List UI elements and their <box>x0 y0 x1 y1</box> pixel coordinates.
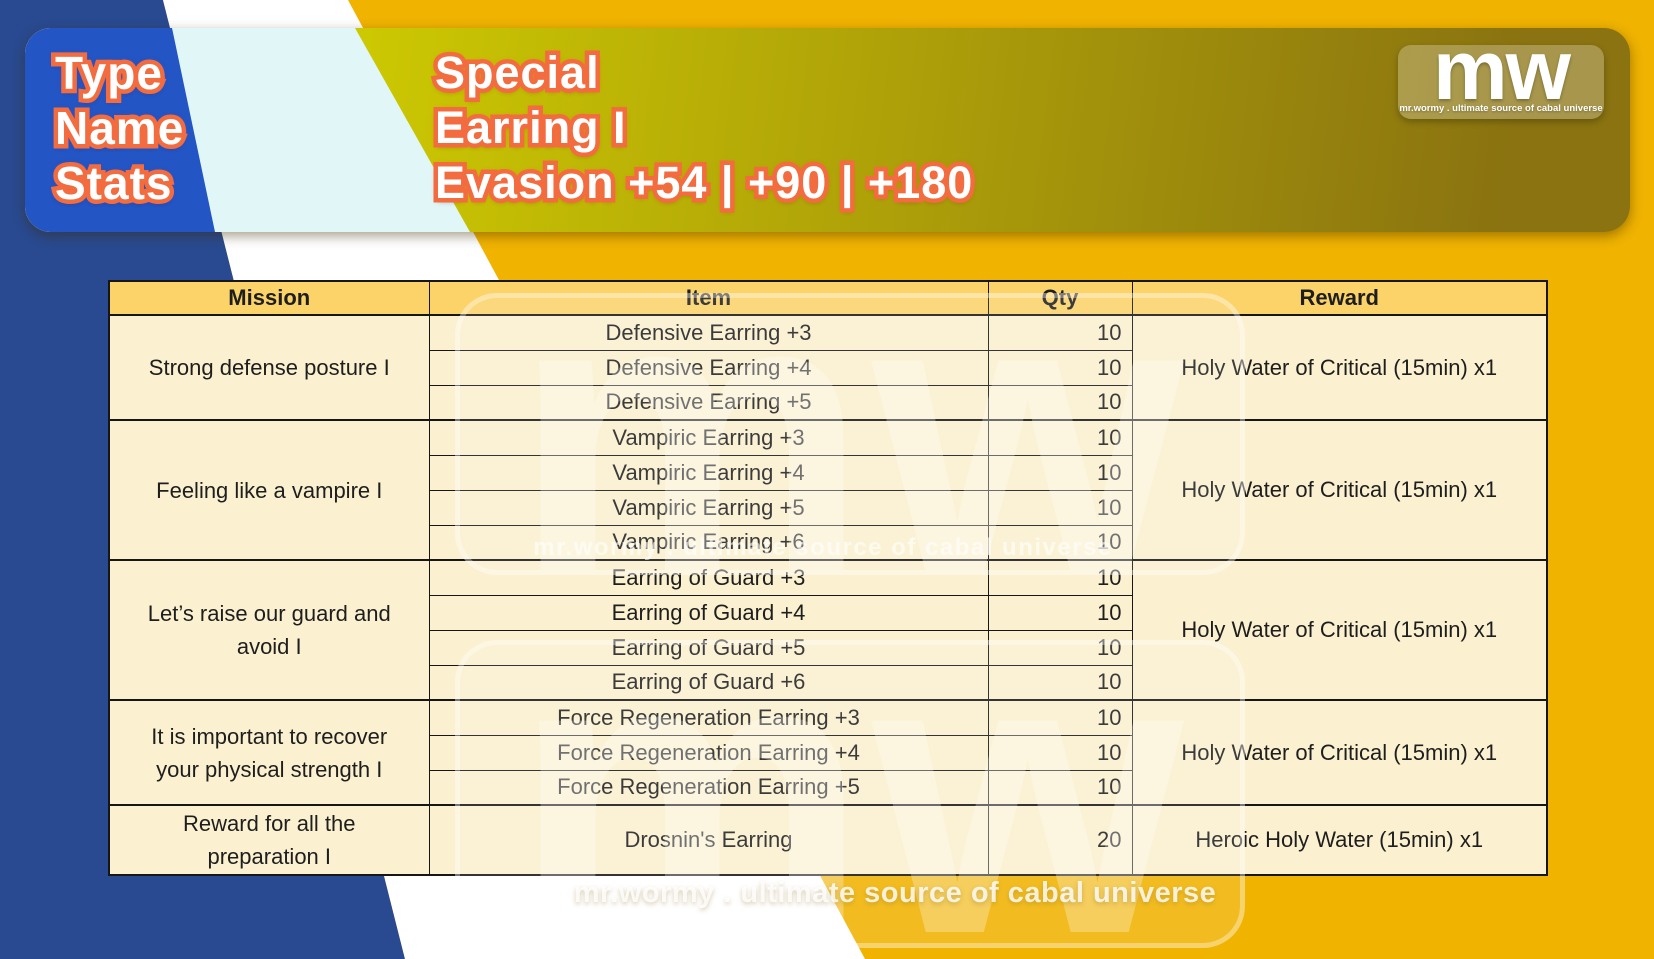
qty-cell: 10 <box>987 734 1133 771</box>
mw-logo-icon: mw <box>1432 28 1571 117</box>
col-header-reward: Reward <box>1131 280 1548 316</box>
item-cell: Drosnin's Earring <box>428 804 989 876</box>
reward-cell: Holy Water of Critical (15min) x1 <box>1131 314 1548 421</box>
item-cell: Earring of Guard +4 <box>428 594 989 631</box>
mw-logo-tagline: mr.wormy . ultimate source of cabal univ… <box>1399 103 1603 114</box>
header-banner: Type Name Stats Special Earring I Evasio… <box>25 28 1630 232</box>
mission-cell: Let’s raise our guard and avoid I <box>108 559 430 701</box>
qty-cell: 10 <box>987 454 1133 491</box>
qty-cell: 10 <box>987 384 1133 421</box>
item-cell: Force Regeneration Earring +4 <box>428 734 989 771</box>
table-row: Vampiric Earring +4 10 <box>109 454 1547 491</box>
qty-cell: 10 <box>987 559 1133 596</box>
reward-cell: Holy Water of Critical (15min) x1 <box>1131 419 1548 561</box>
qty-cell: 10 <box>987 524 1133 561</box>
banner-left-title: Type Name Stats <box>55 46 185 211</box>
item-cell: Earring of Guard +6 <box>428 664 989 701</box>
item-cell: Force Regeneration Earring +5 <box>428 769 989 806</box>
reward-cell: Holy Water of Critical (15min) x1 <box>1131 559 1548 701</box>
qty-cell: 10 <box>987 664 1133 701</box>
table-row: Vampiric Earring +5 10 <box>109 489 1547 526</box>
item-cell: Defensive Earring +5 <box>428 384 989 421</box>
qty-cell: 10 <box>987 769 1133 806</box>
item-cell: Vampiric Earring +5 <box>428 489 989 526</box>
qty-cell: 10 <box>987 419 1133 456</box>
item-cell: Earring of Guard +3 <box>428 559 989 596</box>
mission-cell: Strong defense posture I <box>108 314 430 421</box>
mission-cell: It is important to recover your physical… <box>108 699 430 806</box>
item-cell: Vampiric Earring +6 <box>428 524 989 561</box>
mission-cell: Feeling like a vampire I <box>108 419 430 561</box>
banner-label-type: Type <box>55 46 184 101</box>
table-header-row: Mission Item Qty Reward <box>108 280 1548 316</box>
reward-cell: Heroic Holy Water (15min) x1 <box>1131 804 1548 876</box>
banner-type-value: Special <box>435 45 973 100</box>
col-header-item: Item <box>428 280 989 316</box>
mw-logo-box: mw mr.wormy . ultimate source of cabal u… <box>1398 28 1604 119</box>
qty-cell: 10 <box>987 699 1133 736</box>
banner-stats-value: Evasion +54 | +90 | +180 <box>435 155 974 210</box>
item-cell: Vampiric Earring +4 <box>428 454 989 491</box>
table-row: Earring of Guard +5 10 <box>109 629 1547 666</box>
qty-cell: 20 <box>987 804 1133 876</box>
table-row: Earring of Guard +6 10 <box>109 664 1547 701</box>
banner-label-name: Name <box>55 101 185 156</box>
mission-reward-table: Mission Item Qty Reward Strong defense p… <box>108 280 1548 876</box>
banner-name-value: Earring I <box>435 100 973 155</box>
item-cell: Vampiric Earring +3 <box>428 419 989 456</box>
table-row: It is important to recover your physical… <box>108 699 1548 806</box>
mission-cell: Reward for all the preparation I <box>108 804 430 876</box>
qty-cell: 10 <box>987 349 1133 386</box>
table-row: Feeling like a vampire I Vampiric Earrin… <box>108 419 1548 561</box>
table-row: Strong defense posture I Defensive Earri… <box>108 314 1548 421</box>
table-row: Reward for all the preparation I Drosnin… <box>108 804 1548 876</box>
qty-cell: 10 <box>987 314 1133 351</box>
qty-cell: 10 <box>987 594 1133 631</box>
table-row: Earring of Guard +4 10 <box>109 594 1547 631</box>
col-header-mission: Mission <box>108 280 430 316</box>
reward-cell: Holy Water of Critical (15min) x1 <box>1131 699 1548 806</box>
item-cell: Force Regeneration Earring +3 <box>428 699 989 736</box>
banner-center-title: Special Earring I Evasion +54 | +90 | +1… <box>435 45 974 210</box>
table-row: Let’s raise our guard and avoid I Earrin… <box>108 559 1548 701</box>
col-header-qty: Qty <box>987 280 1133 316</box>
banner-label-stats: Stats <box>55 156 184 211</box>
table-row: Vampiric Earring +6 10 <box>109 524 1547 561</box>
table-row: Force Regeneration Earring +4 10 <box>109 734 1547 771</box>
item-cell: Earring of Guard +5 <box>428 629 989 666</box>
item-cell: Defensive Earring +4 <box>428 349 989 386</box>
table-row: Defensive Earring +5 10 <box>109 384 1547 421</box>
item-cell: Defensive Earring +3 <box>428 314 989 351</box>
qty-cell: 10 <box>987 489 1133 526</box>
table-row: Force Regeneration Earring +5 10 <box>109 769 1547 806</box>
qty-cell: 10 <box>987 629 1133 666</box>
